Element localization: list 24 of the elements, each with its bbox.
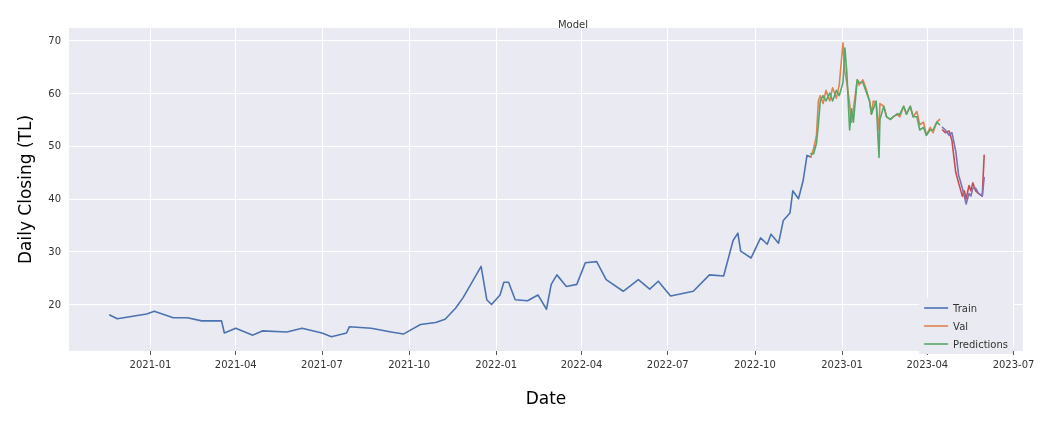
y-axis-title: Daily Closing (TL) (14, 114, 35, 265)
y-tick-label: 60 (48, 87, 61, 99)
x-tick-label: 2022-07 (646, 358, 689, 370)
legend-label: Predictions (953, 338, 1008, 350)
x-axis-title: Date (525, 387, 567, 408)
legend-label: Train (952, 302, 978, 314)
y-tick-label: 50 (48, 140, 61, 152)
chart-title: Model (557, 18, 589, 30)
x-tick-label: 2022-04 (560, 358, 603, 370)
x-tick-label: 2023-04 (906, 358, 949, 370)
x-tick-label: 2021-04 (214, 358, 257, 370)
y-tick-label: 40 (48, 193, 61, 205)
legend-label: Val (953, 320, 969, 332)
y-tick-label: 30 (48, 246, 61, 258)
x-tick-label: 2023-01 (821, 358, 863, 370)
x-tick-label: 2023-07 (992, 358, 1035, 370)
x-tick-label: 2021-10 (388, 358, 430, 370)
x-tick-label: 2022-01 (475, 358, 518, 370)
x-tick-label: 2021-07 (301, 358, 343, 370)
x-tick-label: 2021-01 (129, 358, 172, 370)
y-tick-label: 20 (48, 298, 61, 310)
y-tick-label: 70 (48, 34, 61, 46)
line-series (108, 154, 812, 338)
x-tick-label: 2022-10 (734, 358, 776, 370)
